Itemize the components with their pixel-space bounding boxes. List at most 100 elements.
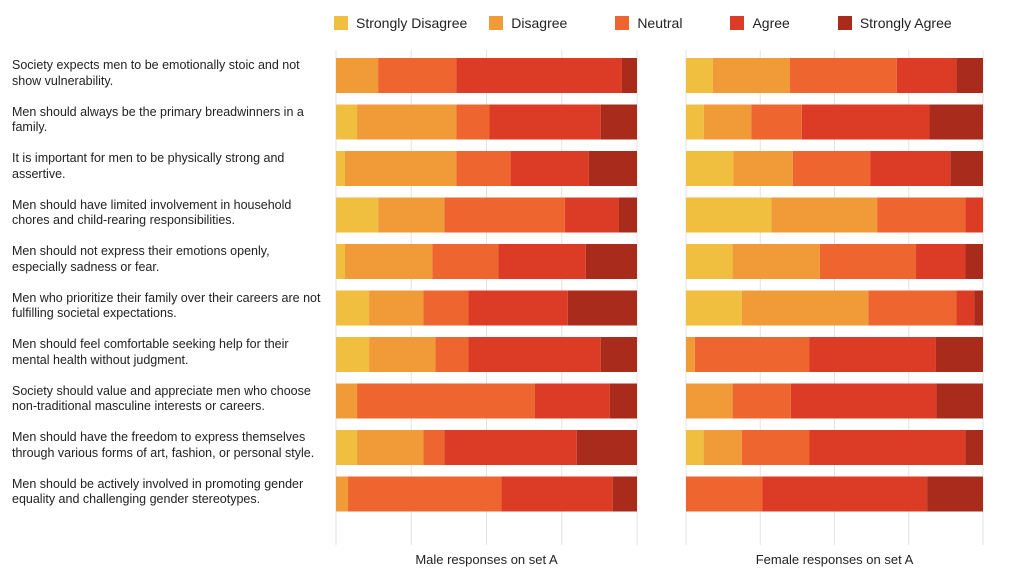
bar-segment	[732, 244, 820, 279]
bar-segment	[378, 58, 457, 93]
bar-segment	[965, 244, 983, 279]
bar-segment	[336, 383, 358, 419]
bar-segment	[965, 430, 983, 465]
bar-segment	[468, 290, 568, 326]
question-label: Men who prioritize their family over the…	[12, 290, 321, 321]
x-axis-title: Female responses on set A	[756, 552, 914, 567]
bar-segment	[378, 197, 445, 233]
question-label: Men should not express their emotions op…	[12, 244, 270, 274]
legend-swatch	[730, 16, 745, 30]
bar-segment	[732, 383, 791, 419]
bar-segment	[686, 430, 704, 465]
question-label: Men should have the freedom to express t…	[12, 430, 315, 460]
question-label: Men should always be the primary breadwi…	[12, 104, 304, 135]
bar-segment	[456, 151, 511, 186]
bar-segment	[916, 244, 966, 279]
bar-segment	[369, 337, 436, 372]
bar-segment	[686, 58, 713, 93]
bar-segment	[896, 58, 957, 93]
bar-segment	[423, 290, 469, 326]
bar-segment	[612, 476, 637, 512]
bar-segment	[686, 476, 763, 512]
question-label: Men should have limited involvement in h…	[12, 197, 292, 228]
bar-segment	[468, 337, 601, 372]
bar-segment	[336, 151, 346, 186]
bar-segment	[974, 290, 983, 326]
bar-segment	[792, 151, 871, 186]
bar-segment	[950, 151, 983, 186]
bar-segment	[868, 290, 957, 326]
bar-segment	[703, 104, 752, 140]
bar-segment	[609, 383, 637, 419]
bar-segment	[935, 337, 983, 372]
legend-item: Neutral	[615, 15, 682, 31]
x-axis-title: Male responses on set A	[415, 552, 558, 567]
bar-segment	[585, 244, 637, 279]
bar-segment	[564, 197, 619, 233]
legend-label: Neutral	[637, 15, 683, 31]
bar-segment	[336, 104, 358, 140]
bar-segment	[534, 383, 610, 419]
bar-segment	[686, 104, 704, 140]
question-label: Society expects men to be emotionally st…	[12, 58, 300, 88]
bar-segment	[588, 151, 637, 186]
bar-segment	[809, 430, 966, 465]
bar-segment	[336, 476, 349, 512]
bar-segment	[357, 383, 535, 419]
bar-segment	[877, 197, 966, 233]
bar-segment	[929, 104, 983, 140]
question-label: Men should feel comfortable seeking help…	[12, 337, 289, 367]
bar-segment	[510, 151, 589, 186]
bar-segment	[336, 58, 379, 93]
question-label: It is important for men to be physically…	[12, 151, 285, 181]
legend-swatch	[615, 16, 630, 30]
bar-segment	[762, 476, 928, 512]
legend-label: Disagree	[511, 15, 568, 31]
bar-segment	[686, 337, 695, 372]
bar-segment	[336, 244, 346, 279]
bar-segment	[733, 151, 793, 186]
bar-segment	[751, 104, 802, 140]
chart-legend: Strongly Disagree Disagree Neutral Agree Str…	[334, 12, 952, 34]
bar-segment	[712, 58, 790, 93]
bar-segment	[870, 151, 951, 186]
bar-segment	[686, 383, 733, 419]
bar-segment	[456, 104, 490, 140]
bar-segment	[618, 197, 637, 233]
bar-segment	[809, 337, 936, 372]
question-label: Society should value and appreciate men …	[12, 383, 311, 414]
legend-label: Strongly Disagree	[356, 15, 468, 31]
bar-segment	[927, 476, 983, 512]
bar-segment	[432, 244, 499, 279]
bar-segment	[789, 58, 897, 93]
legend-swatch	[489, 16, 504, 30]
bar-segment	[621, 58, 637, 93]
bar-segment	[336, 290, 370, 326]
bar-segment	[703, 430, 742, 465]
bar-segment	[456, 58, 622, 93]
bar-segment	[348, 476, 502, 512]
bar-segment	[819, 244, 917, 279]
bar-segment	[336, 430, 358, 465]
legend-label: Strongly Agree	[859, 15, 952, 31]
legend-label: Agree	[752, 15, 790, 31]
bar-segment	[600, 337, 637, 372]
bar-segment	[801, 104, 930, 140]
legend-swatch	[334, 16, 348, 30]
bar-segment	[936, 383, 983, 419]
bar-segment	[771, 197, 878, 233]
bar-segment	[345, 244, 433, 279]
bar-segment	[357, 104, 457, 140]
bar-segment	[435, 337, 469, 372]
legend-item: Strongly Agree	[837, 15, 952, 31]
bar-segment	[600, 104, 637, 140]
bar-segment	[345, 151, 457, 186]
bar-segment	[501, 476, 613, 512]
bar-segment	[741, 290, 869, 326]
legend-item: Agree	[730, 15, 790, 31]
bar-segment	[423, 430, 445, 465]
bar-segment	[498, 244, 586, 279]
bar-segment	[956, 58, 983, 93]
bar-segment	[965, 197, 983, 233]
